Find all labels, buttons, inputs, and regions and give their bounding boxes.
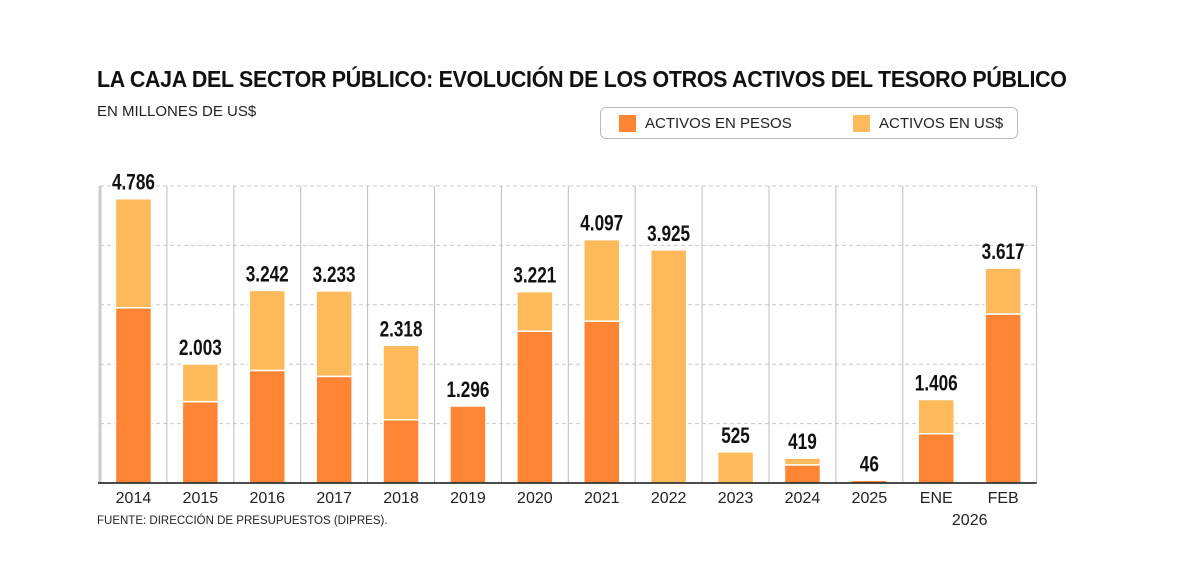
bar-usd: [583, 238, 621, 322]
bar-pesos: [783, 464, 822, 484]
x-tick-label: 2020: [517, 490, 553, 507]
chart-title: LA CAJA DEL SECTOR PÚBLICO: EVOLUCIÓN DE…: [97, 66, 1067, 92]
bar-pesos: [917, 432, 955, 484]
bar-usd: [984, 267, 1022, 315]
bar-pesos: [114, 307, 153, 484]
x-tick-label: 2021: [584, 490, 620, 507]
data-label: 2.003: [179, 336, 222, 361]
bar-usd: [917, 398, 955, 435]
data-label: 3.221: [513, 264, 556, 289]
bar-usd: [649, 249, 688, 484]
bar-usd: [516, 290, 554, 332]
data-label: 2.318: [380, 317, 423, 342]
bar-usd: [248, 289, 286, 372]
x-tick-label: 2022: [651, 490, 687, 507]
legend-swatch-pesos: [619, 115, 636, 132]
x-tick-label: 2017: [316, 490, 352, 507]
bar-pesos: [248, 369, 286, 484]
bar-pesos: [315, 375, 353, 484]
bar-usd: [382, 344, 420, 421]
x-tick-label: ENE: [920, 490, 953, 507]
bar-usd: [716, 451, 755, 484]
x-tick-label: FEB: [988, 490, 1019, 507]
x-tick-label: 2018: [383, 490, 419, 507]
x-tick-label: 2025: [852, 490, 888, 507]
legend: ACTIVOS EN PESOS ACTIVOS EN US$: [600, 107, 1018, 139]
data-label: 3.925: [647, 222, 690, 247]
x-tick-label: 2019: [450, 490, 486, 507]
bar-usd: [315, 290, 353, 378]
bar-usd: [181, 363, 220, 403]
x-tick-label: 2024: [785, 490, 821, 507]
legend-label-usd: ACTIVOS EN US$: [879, 115, 1004, 132]
bar-usd: [114, 197, 153, 309]
bar-pesos: [583, 320, 621, 484]
x-tick-label: 2023: [718, 490, 754, 507]
bar-pesos: [984, 313, 1022, 484]
bar-pesos: [516, 330, 554, 484]
x-tick-label: 2015: [183, 490, 219, 507]
legend-item-pesos: ACTIVOS EN PESOS: [619, 115, 792, 132]
data-label: 525: [721, 424, 750, 449]
bar-pesos: [181, 400, 220, 484]
bar-pesos: [382, 418, 420, 484]
data-label: 3.242: [246, 262, 289, 287]
bar-usd: [783, 457, 822, 466]
data-label: 4.786: [112, 171, 155, 196]
legend-swatch-usd: [853, 115, 870, 132]
data-label: 1.296: [446, 378, 489, 403]
source-note: FUENTE: DIRECCIÓN DE PRESUPUESTOS (DIPRE…: [97, 515, 388, 527]
data-label: 3.233: [313, 263, 356, 288]
chart-subtitle: EN MILLONES DE US$: [97, 103, 257, 120]
legend-item-usd: ACTIVOS EN US$: [853, 115, 1003, 132]
data-label: 1.406: [915, 372, 958, 397]
legend-label-pesos: ACTIVOS EN PESOS: [645, 115, 792, 132]
data-label: 3.617: [982, 240, 1025, 265]
group-label-2026: 2026: [952, 512, 988, 529]
data-label: 419: [788, 430, 817, 455]
data-label: 4.097: [580, 212, 623, 237]
data-label: 46: [860, 452, 879, 477]
x-tick-label: 2016: [249, 490, 285, 507]
bar-pesos: [449, 405, 487, 484]
x-tick-label: 2014: [116, 490, 152, 507]
